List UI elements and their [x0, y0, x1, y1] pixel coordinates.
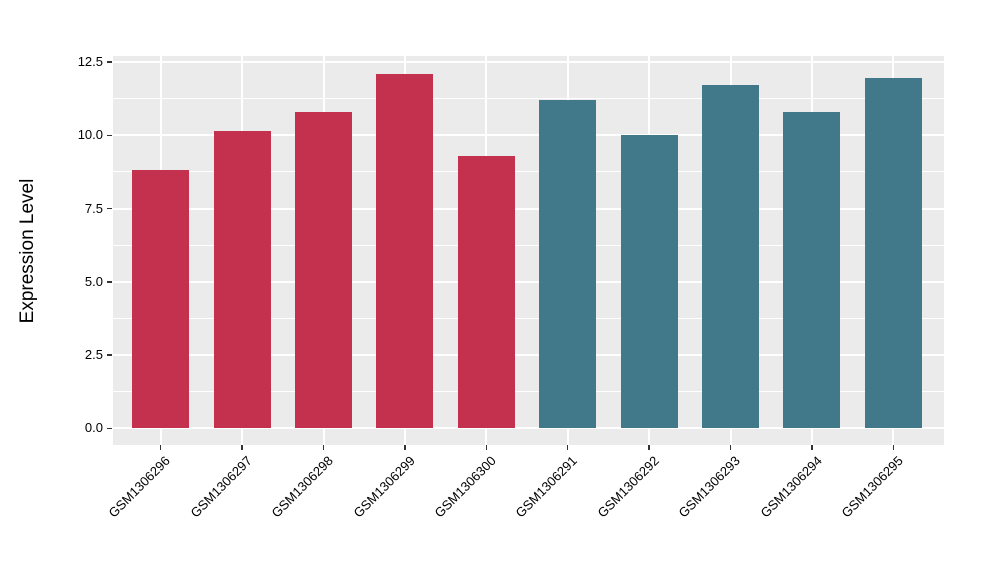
x-tick-label: GSM1306300 [431, 453, 499, 521]
x-tick-mark [485, 445, 488, 450]
bar [376, 73, 434, 429]
x-tick-label: GSM1306297 [187, 453, 255, 521]
gridline-major [113, 354, 944, 357]
y-tick-label: 7.5 [84, 200, 103, 216]
x-tick-label: GSM1306295 [838, 453, 906, 521]
y-tick-label: 5.0 [84, 273, 103, 289]
x-tick-mark [241, 445, 243, 450]
y-tick-mark [107, 281, 112, 283]
x-tick-label: GSM1306293 [675, 453, 744, 521]
x-tick-mark [729, 445, 732, 450]
x-tick-mark [566, 445, 569, 450]
bar [295, 111, 352, 429]
gridline-major [113, 280, 944, 283]
gridline-minor [113, 317, 944, 319]
x-tick-mark [159, 445, 162, 450]
bar [620, 135, 678, 429]
gridline-major [113, 61, 944, 64]
gridline-major [113, 134, 944, 137]
bar [457, 155, 515, 429]
bar [132, 170, 190, 429]
gridline-minor [113, 244, 944, 246]
gridline-minor [113, 171, 944, 173]
bar [702, 85, 759, 429]
x-tick-label: GSM1306292 [594, 453, 662, 521]
bar [783, 111, 841, 429]
gridline-major [113, 427, 944, 430]
y-tick-label: 2.5 [84, 347, 103, 363]
x-tick-mark [811, 445, 813, 450]
gridline-minor [113, 391, 944, 393]
y-tick-label: 10.0 [77, 127, 103, 143]
x-tick-label: GSM1306296 [105, 453, 174, 521]
x-tick-mark [322, 445, 325, 450]
x-tick-label: GSM1306291 [512, 453, 581, 521]
plot-panel [113, 56, 944, 445]
y-tick-label: 0.0 [84, 420, 103, 436]
x-tick-mark [648, 445, 650, 450]
x-tick-label: GSM1306294 [757, 453, 825, 521]
y-axis-title: Expression Level [17, 178, 38, 324]
gridline-minor [113, 98, 944, 100]
bar [864, 78, 922, 429]
gridline-major [113, 207, 944, 210]
x-tick-mark [892, 445, 895, 450]
y-tick-mark [107, 134, 112, 137]
x-tick-label: GSM1306298 [268, 453, 337, 521]
y-tick-mark [107, 207, 112, 210]
y-tick-mark [107, 61, 112, 63]
y-tick-mark [107, 354, 112, 356]
bar [213, 130, 271, 429]
y-tick-label: 12.5 [77, 54, 103, 70]
x-tick-label: GSM1306299 [350, 453, 418, 521]
x-tick-mark [404, 445, 406, 450]
y-tick-mark [107, 427, 112, 430]
bar [539, 100, 597, 429]
